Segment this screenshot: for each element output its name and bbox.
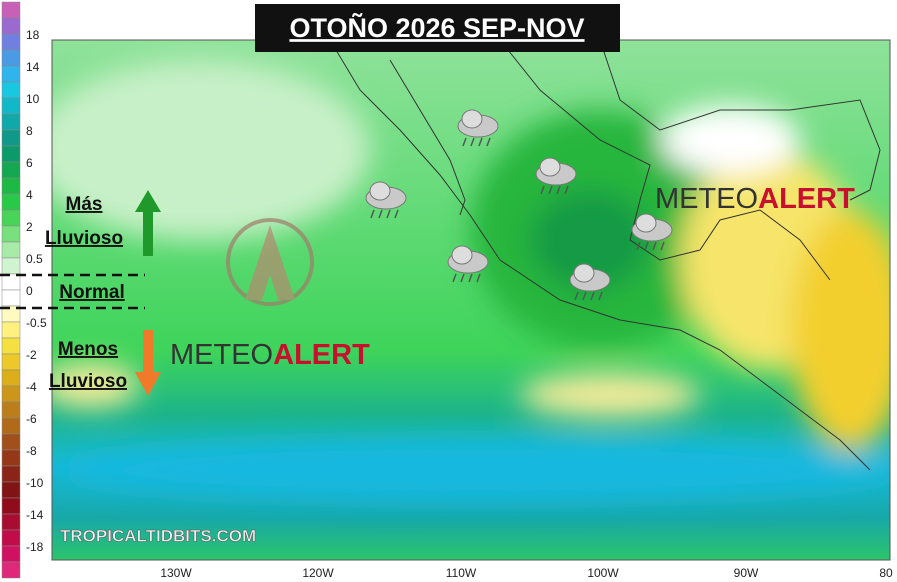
precip-anomaly-map: [52, 40, 890, 560]
colorbar-swatch: [1, 113, 21, 131]
legend-text: Menos: [58, 339, 118, 360]
colorbar-swatch: [1, 81, 21, 99]
colorbar-swatch: [1, 545, 21, 563]
colorbar-swatch: [1, 177, 21, 195]
colorbar-label: -4: [26, 380, 37, 394]
colorbar: 18 14 10 8 6 4 2 0.5 0 -0.5 -2 -4 -6 -8 -10 -14 -18: [1, 1, 47, 579]
logo-meteo: METEO: [655, 183, 758, 215]
longitude-label: 90W: [734, 566, 759, 580]
colorbar-swatch: [1, 97, 21, 115]
longitude-label: 120W: [302, 566, 334, 580]
colorbar-swatch: [1, 241, 21, 259]
colorbar-swatch: [1, 321, 21, 339]
colorbar-swatch: [1, 561, 21, 579]
colorbar-label: 4: [26, 188, 33, 202]
colorbar-swatch: [1, 289, 21, 307]
colorbar-swatch: [1, 161, 21, 179]
colorbar-label: 2: [26, 220, 33, 234]
colorbar-swatch: [1, 337, 21, 355]
colorbar-label: -2: [26, 348, 37, 362]
colorbar-label: 8: [26, 124, 33, 138]
colorbar-label: 18: [26, 28, 40, 42]
colorbar-swatch: [1, 353, 21, 371]
colorbar-swatch: [1, 33, 21, 51]
colorbar-label: 6: [26, 156, 33, 170]
colorbar-swatch: [1, 465, 21, 483]
colorbar-label: 10: [26, 92, 40, 106]
legend-text: Más: [66, 194, 103, 215]
colorbar-swatch: [1, 49, 21, 67]
colorbar-swatch: [1, 225, 21, 243]
colorbar-swatch: [1, 193, 21, 211]
colorbar-swatch: [1, 369, 21, 387]
colorbar-swatch: [1, 65, 21, 83]
title: OTOÑO 2026 SEP-NOV: [289, 12, 584, 43]
colorbar-swatch: [1, 417, 21, 435]
legend-text: Lluvioso: [45, 228, 123, 249]
colorbar-swatch: [1, 209, 21, 227]
longitude-label: 110W: [446, 566, 477, 580]
colorbar-swatch: [1, 513, 21, 531]
colorbar-label: -6: [26, 412, 37, 426]
colorbar-swatch: [1, 129, 21, 147]
colorbar-label: -14: [26, 508, 44, 522]
longitude-label: 80: [879, 566, 893, 580]
colorbar-label: -8: [26, 444, 37, 458]
watermark: METEOALERT: [170, 339, 370, 371]
colorbar-swatch: [1, 257, 21, 275]
colorbar-swatch: [1, 401, 21, 419]
longitude-label: 130W: [160, 566, 192, 580]
legend-text: Lluvioso: [49, 371, 127, 392]
colorbar-swatch: [1, 385, 21, 403]
colorbar-swatch: [1, 529, 21, 547]
watermark: METEOALERT: [655, 183, 855, 215]
colorbar-label: 0: [26, 284, 33, 298]
logo-alert: ALERT: [758, 183, 855, 215]
colorbar-label: -18: [26, 540, 44, 554]
longitude-labels: 130W 120W 110W 100W 90W 80: [160, 566, 893, 580]
source: TROPICALTIDBITS.COM: [60, 526, 256, 545]
colorbar-swatch: [1, 497, 21, 515]
logo-alert: ALERT: [273, 339, 370, 371]
legend-text: Normal: [59, 282, 124, 303]
colorbar-swatch: [1, 1, 21, 19]
logo-meteo: METEO: [170, 339, 273, 371]
colorbar-label: -0.5: [26, 316, 47, 330]
colorbar-swatch: [1, 145, 21, 163]
colorbar-swatch: [1, 449, 21, 467]
colorbar-swatch: [1, 481, 21, 499]
colorbar-swatch: [1, 273, 21, 291]
colorbar-label: -10: [26, 476, 44, 490]
longitude-label: 100W: [587, 566, 619, 580]
colorbar-label: 14: [26, 60, 40, 74]
colorbar-swatch: [1, 17, 21, 35]
colorbar-swatch: [1, 433, 21, 451]
colorbar-label: 0.5: [26, 252, 43, 266]
